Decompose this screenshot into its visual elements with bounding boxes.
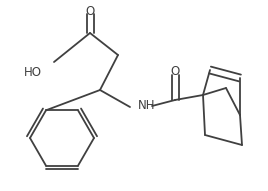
Text: O: O — [170, 65, 180, 78]
Text: HO: HO — [24, 66, 42, 79]
Text: NH: NH — [138, 99, 155, 112]
Text: O: O — [85, 5, 95, 18]
